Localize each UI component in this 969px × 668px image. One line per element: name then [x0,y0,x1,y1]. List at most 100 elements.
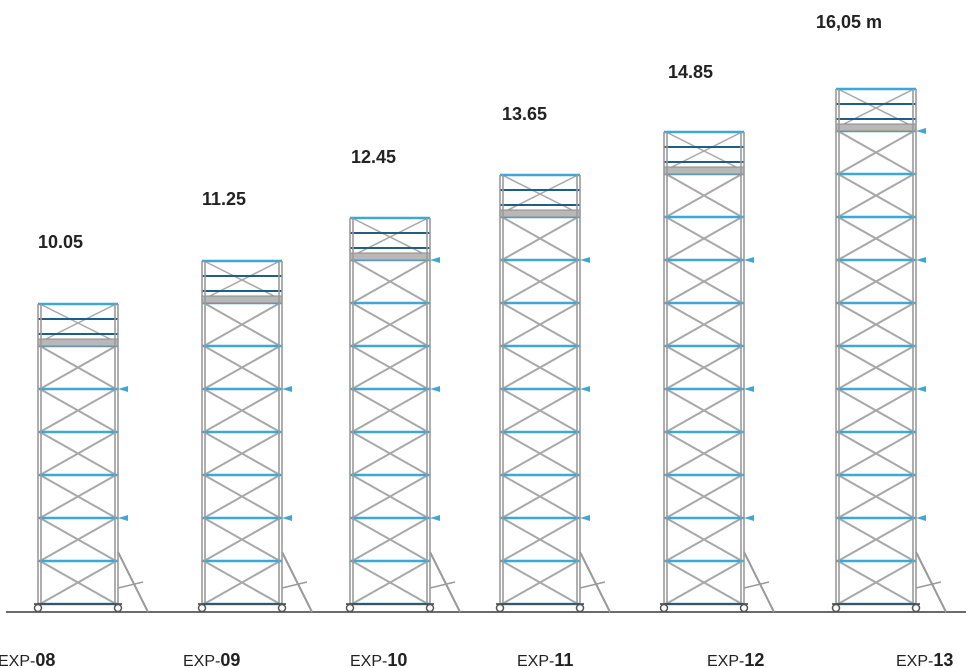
caster-wheel [33,603,43,613]
cross-brace [665,560,743,605]
cross-brace [203,517,281,562]
guard-brace [837,88,915,128]
cross-brace [837,259,915,304]
stabilizer-flag [430,386,440,392]
platform-deck [835,123,917,132]
outrigger-strut [117,581,144,589]
tower-exp-08: 10.05 EXP-08 [0,232,149,668]
cross-brace [501,474,579,519]
platform-deck [499,209,581,218]
cross-brace [351,517,429,562]
cross-brace [837,388,915,433]
caster-wheel [113,603,123,613]
outrigger-strut [915,581,942,589]
stabilizer-flag [118,515,128,521]
cross-brace [501,388,579,433]
caster-wheel [739,603,749,613]
tower-exp-10: 12.45 EXP-10 [345,147,461,668]
stabilizer-flag [916,386,926,392]
stabilizer-flag [744,386,754,392]
tower-height-label: 12.45 [351,147,396,167]
outrigger-strut [743,581,770,589]
stabilizer-flag [916,257,926,263]
cross-brace [665,173,743,218]
caster-wheel [425,603,435,613]
cross-brace [665,216,743,261]
stabilizer-flag [282,386,292,392]
platform-deck [349,252,431,261]
cross-brace [203,388,281,433]
cross-brace [837,345,915,390]
cross-brace [837,474,915,519]
guard-brace [501,174,579,214]
cross-brace [39,517,117,562]
tower-height-label: 14.85 [668,62,713,82]
tower-model-label: EXP-13 [896,650,953,668]
stabilizer-flag [580,386,590,392]
cross-brace [665,517,743,562]
platform-deck [201,295,283,304]
tower-exp-09: 11.25 EXP-09 [183,189,313,668]
cross-brace [203,431,281,476]
tower-model-label: EXP-10 [350,650,407,668]
caster-wheel [911,603,921,613]
cross-brace [351,560,429,605]
tower-height-label: 13.65 [502,104,547,124]
cross-brace [837,431,915,476]
cross-brace [39,431,117,476]
cross-brace [351,431,429,476]
outrigger-leg [281,551,313,613]
cross-brace [351,302,429,347]
tower-model-label: EXP-09 [183,650,240,668]
outrigger-leg [915,551,947,613]
cross-brace [665,345,743,390]
platform-deck [663,166,745,175]
cross-brace [351,388,429,433]
cross-brace [837,130,915,175]
cross-brace [39,474,117,519]
stabilizer-flag [744,257,754,263]
cross-brace [501,345,579,390]
caster-wheel [277,603,287,613]
stabilizer-flag [580,257,590,263]
tower-height-label: 11.25 [202,189,246,209]
cross-brace [203,474,281,519]
tower-model-label: EXP-08 [0,650,55,668]
caster-wheel [495,603,505,613]
stabilizer-flag [430,515,440,521]
cross-brace [203,345,281,390]
cross-brace [501,259,579,304]
stabilizer-flag [744,515,754,521]
tower-height-label: 10.05 [38,232,83,252]
caster-wheel [659,603,669,613]
caster-wheel [197,603,207,613]
guard-brace [351,217,429,257]
stabilizer-flag [916,515,926,521]
cross-brace [39,560,117,605]
outrigger-leg [117,551,149,613]
cross-brace [203,302,281,347]
cross-brace [665,302,743,347]
stabilizer-flag [916,128,926,134]
tower-model-label: EXP-11 [517,650,573,668]
cross-brace [665,388,743,433]
guard-brace [665,131,743,171]
stabilizer-flag [282,515,292,521]
cross-brace [351,474,429,519]
platform-deck [37,338,119,347]
caster-wheel [345,603,355,613]
outrigger-leg [429,551,461,613]
cross-brace [501,302,579,347]
cross-brace [837,560,915,605]
outrigger-strut [429,581,456,589]
cross-brace [351,345,429,390]
cross-brace [665,431,743,476]
cross-brace [665,259,743,304]
tower-exp-13: 16,05 m EXP-13 [816,12,953,668]
outrigger-leg [579,551,611,613]
tower-exp-11: 13.65 EXP-11 [495,104,611,668]
tower-exp-12: 14.85 EXP-12 [659,62,775,668]
cross-brace [837,173,915,218]
outrigger-strut [281,581,308,589]
cross-brace [837,517,915,562]
